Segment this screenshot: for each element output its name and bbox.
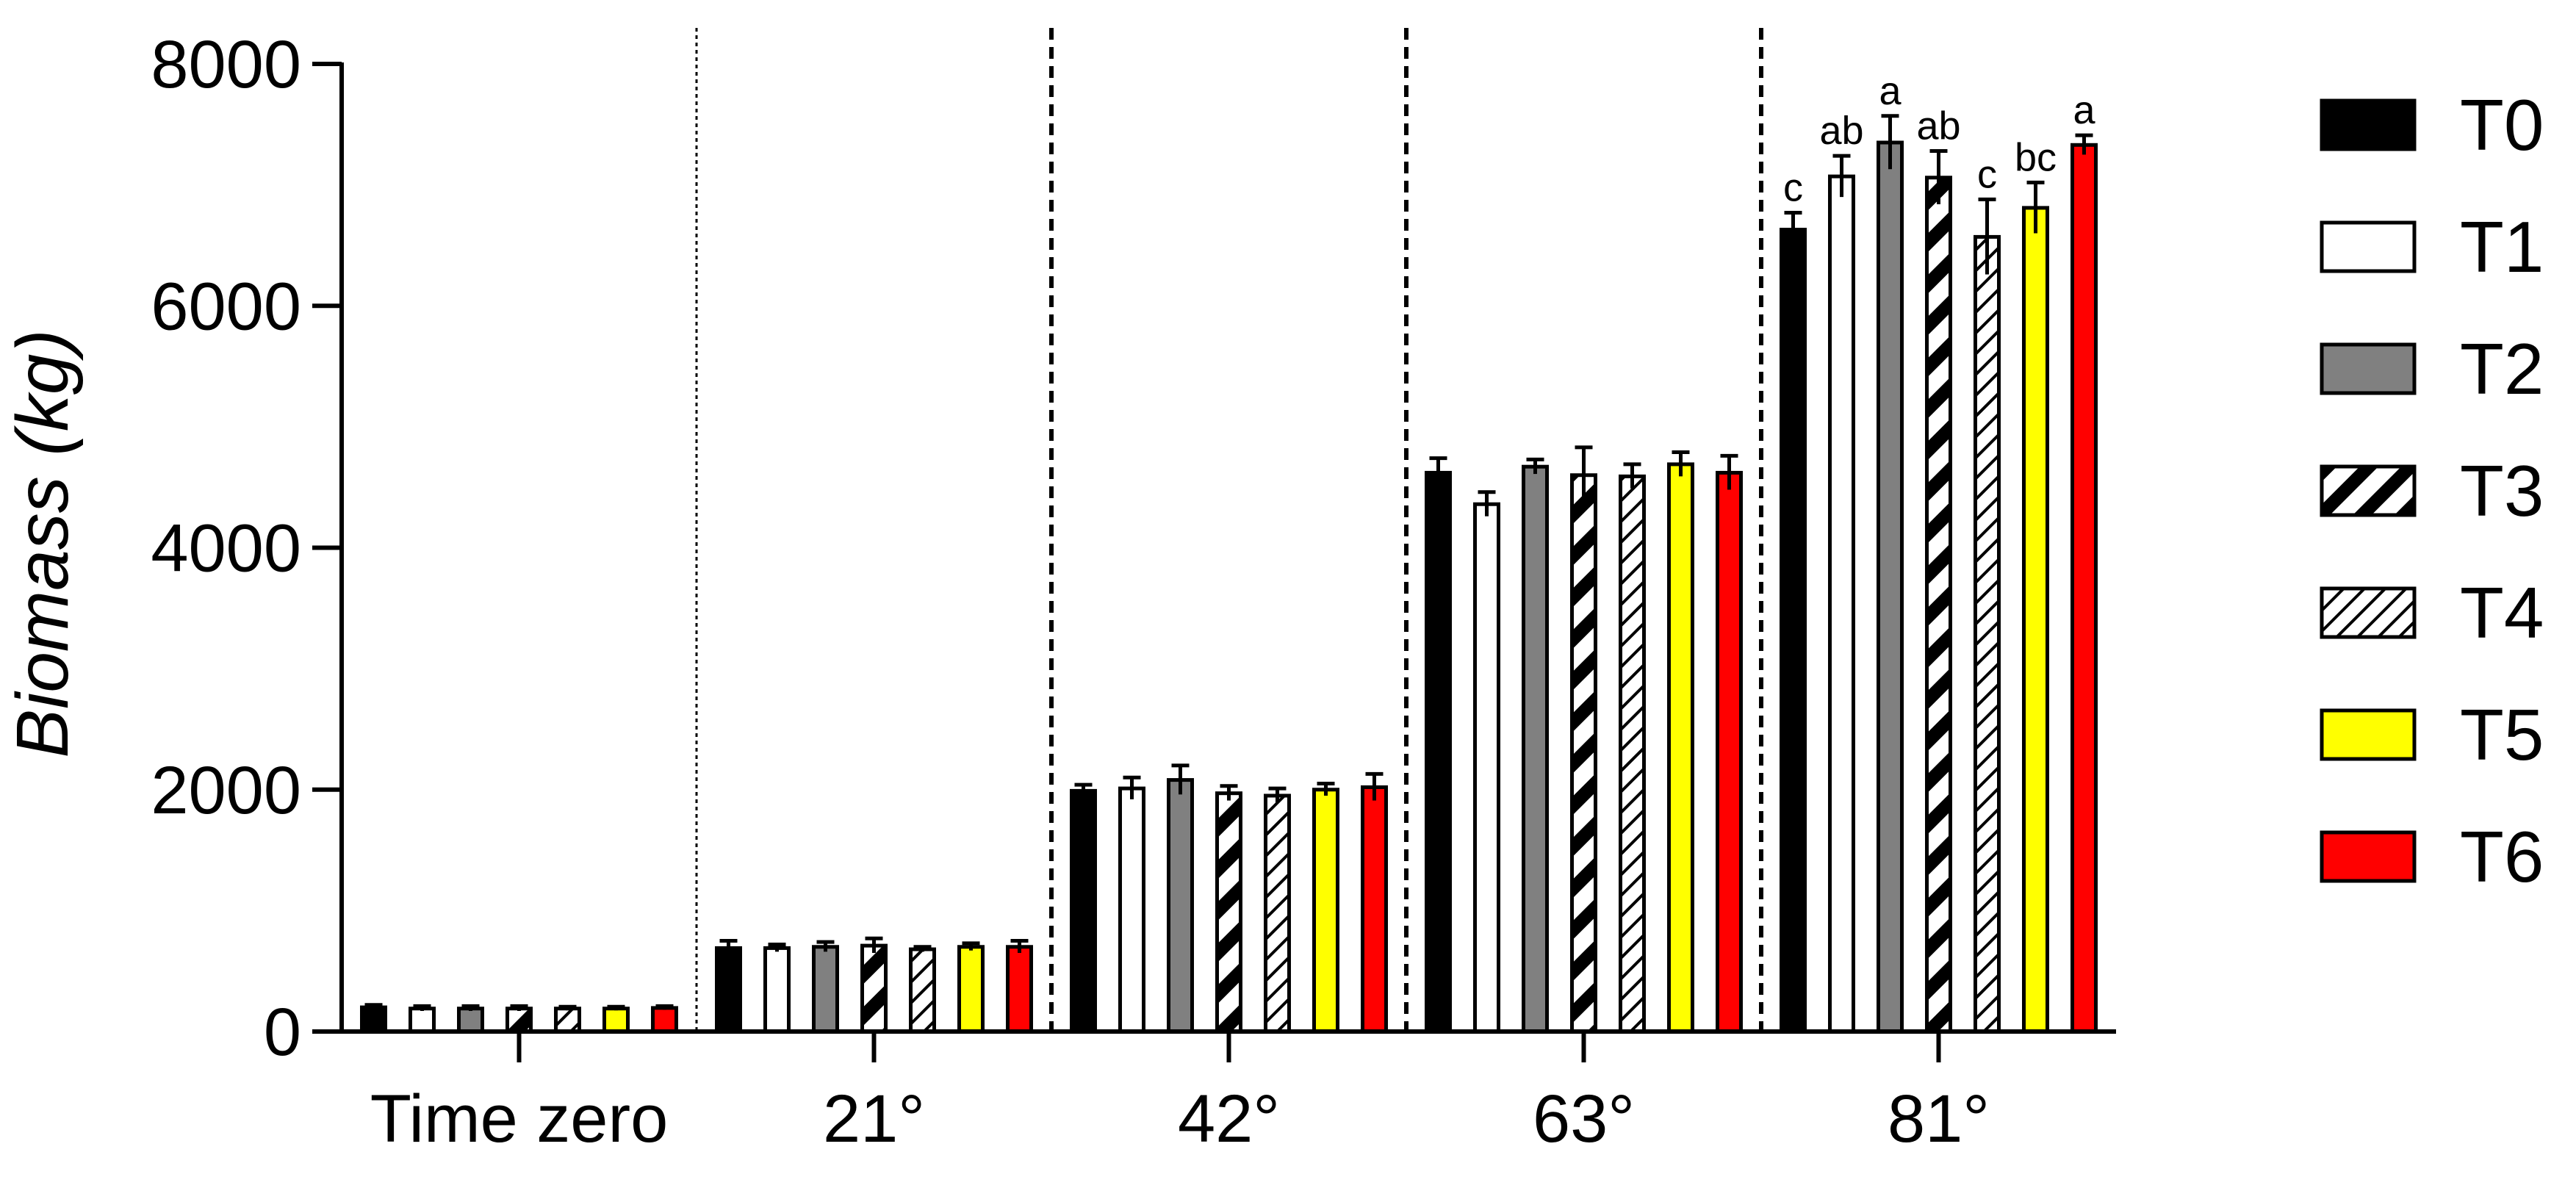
bar-t0 — [1425, 470, 1452, 1034]
bar-t6 — [1716, 470, 1743, 1034]
significance-letter: a — [1879, 69, 1902, 113]
bar-t1 — [1828, 174, 1855, 1034]
bar-t5 — [1667, 462, 1694, 1034]
bar-t2 — [812, 945, 839, 1034]
legend-label: T0 — [2460, 84, 2544, 165]
legend-label: T3 — [2460, 450, 2544, 531]
legend-label: T2 — [2460, 328, 2544, 409]
axes: 0 2000 4000 6000 8000 Time zero 21° 42° 63° 81° — [151, 27, 2116, 1156]
legend-swatch-t1 — [2320, 220, 2417, 273]
bar-t2 — [1522, 464, 1549, 1034]
bar-t2 — [1877, 140, 1904, 1034]
bar-t6 — [2070, 143, 2098, 1034]
bar-t1 — [1473, 502, 1500, 1034]
bar-t1 — [409, 1007, 436, 1034]
bar-t1 — [1118, 786, 1145, 1034]
bar-t2 — [457, 1007, 484, 1034]
separator-lines — [695, 28, 1763, 1032]
bar-t4 — [554, 1007, 581, 1034]
significance-letter: ab — [1819, 109, 1863, 153]
legend-label: T5 — [2460, 694, 2544, 775]
legend-label: T1 — [2460, 206, 2544, 287]
significance-letter: bc — [2015, 135, 2057, 179]
bar-t4 — [1974, 234, 2001, 1034]
x-tick-label: 42° — [1178, 1081, 1280, 1156]
legend-label: T6 — [2460, 816, 2544, 897]
significance-letter: a — [2073, 88, 2095, 132]
bar-t5 — [602, 1007, 630, 1034]
legend-swatch-t2 — [2320, 342, 2417, 395]
bar-t4 — [1619, 474, 1646, 1034]
y-tick-label: 8000 — [151, 27, 301, 102]
bar-t6 — [1361, 785, 1388, 1034]
x-tick-label: 81° — [1888, 1081, 1990, 1156]
bar-t1 — [763, 946, 791, 1034]
bar-t3 — [860, 943, 888, 1034]
bar-t0 — [715, 946, 742, 1034]
bar-t5 — [1312, 788, 1339, 1034]
legend-swatch-t0 — [2320, 98, 2417, 151]
bar-t4 — [909, 947, 936, 1034]
y-tick-label: 2000 — [151, 753, 301, 828]
x-tick-label: 63° — [1533, 1081, 1635, 1156]
legend-swatch-t5 — [2320, 708, 2417, 761]
bar-t0 — [1780, 228, 1807, 1034]
y-tick-label: 0 — [264, 995, 301, 1070]
significance-letter: c — [1977, 152, 1997, 196]
bar-t0 — [360, 1005, 387, 1034]
bar-t5 — [2022, 206, 2049, 1034]
bar-t6 — [1006, 945, 1033, 1034]
x-tick-label: Time zero — [370, 1081, 669, 1156]
significance-letter: c — [1783, 165, 1803, 209]
y-tick-label: 4000 — [151, 511, 301, 586]
legend-swatch-t6 — [2320, 830, 2417, 883]
bar-t2 — [1167, 778, 1194, 1034]
legend: T0 T1 T2 T3 T4 T5 T6 — [2320, 84, 2544, 897]
legend-swatch-t3 — [2320, 464, 2417, 517]
bar-t3 — [1215, 791, 1242, 1034]
bar-t5 — [957, 945, 985, 1034]
bar-t4 — [1264, 793, 1291, 1034]
y-axis-label: Biomass (kg) — [1, 329, 84, 757]
bar-t3 — [1925, 176, 1952, 1034]
bar-t3 — [506, 1007, 533, 1034]
bar-t0 — [1070, 788, 1097, 1034]
x-tick-label: 21° — [823, 1081, 925, 1156]
bar-t6 — [651, 1006, 678, 1034]
legend-label: T4 — [2460, 572, 2544, 653]
bars — [360, 114, 2098, 1034]
legend-swatch-t4 — [2320, 586, 2417, 639]
y-tick-label: 6000 — [151, 269, 301, 344]
bar-t3 — [1570, 473, 1597, 1034]
significance-letter: ab — [1916, 104, 1960, 148]
